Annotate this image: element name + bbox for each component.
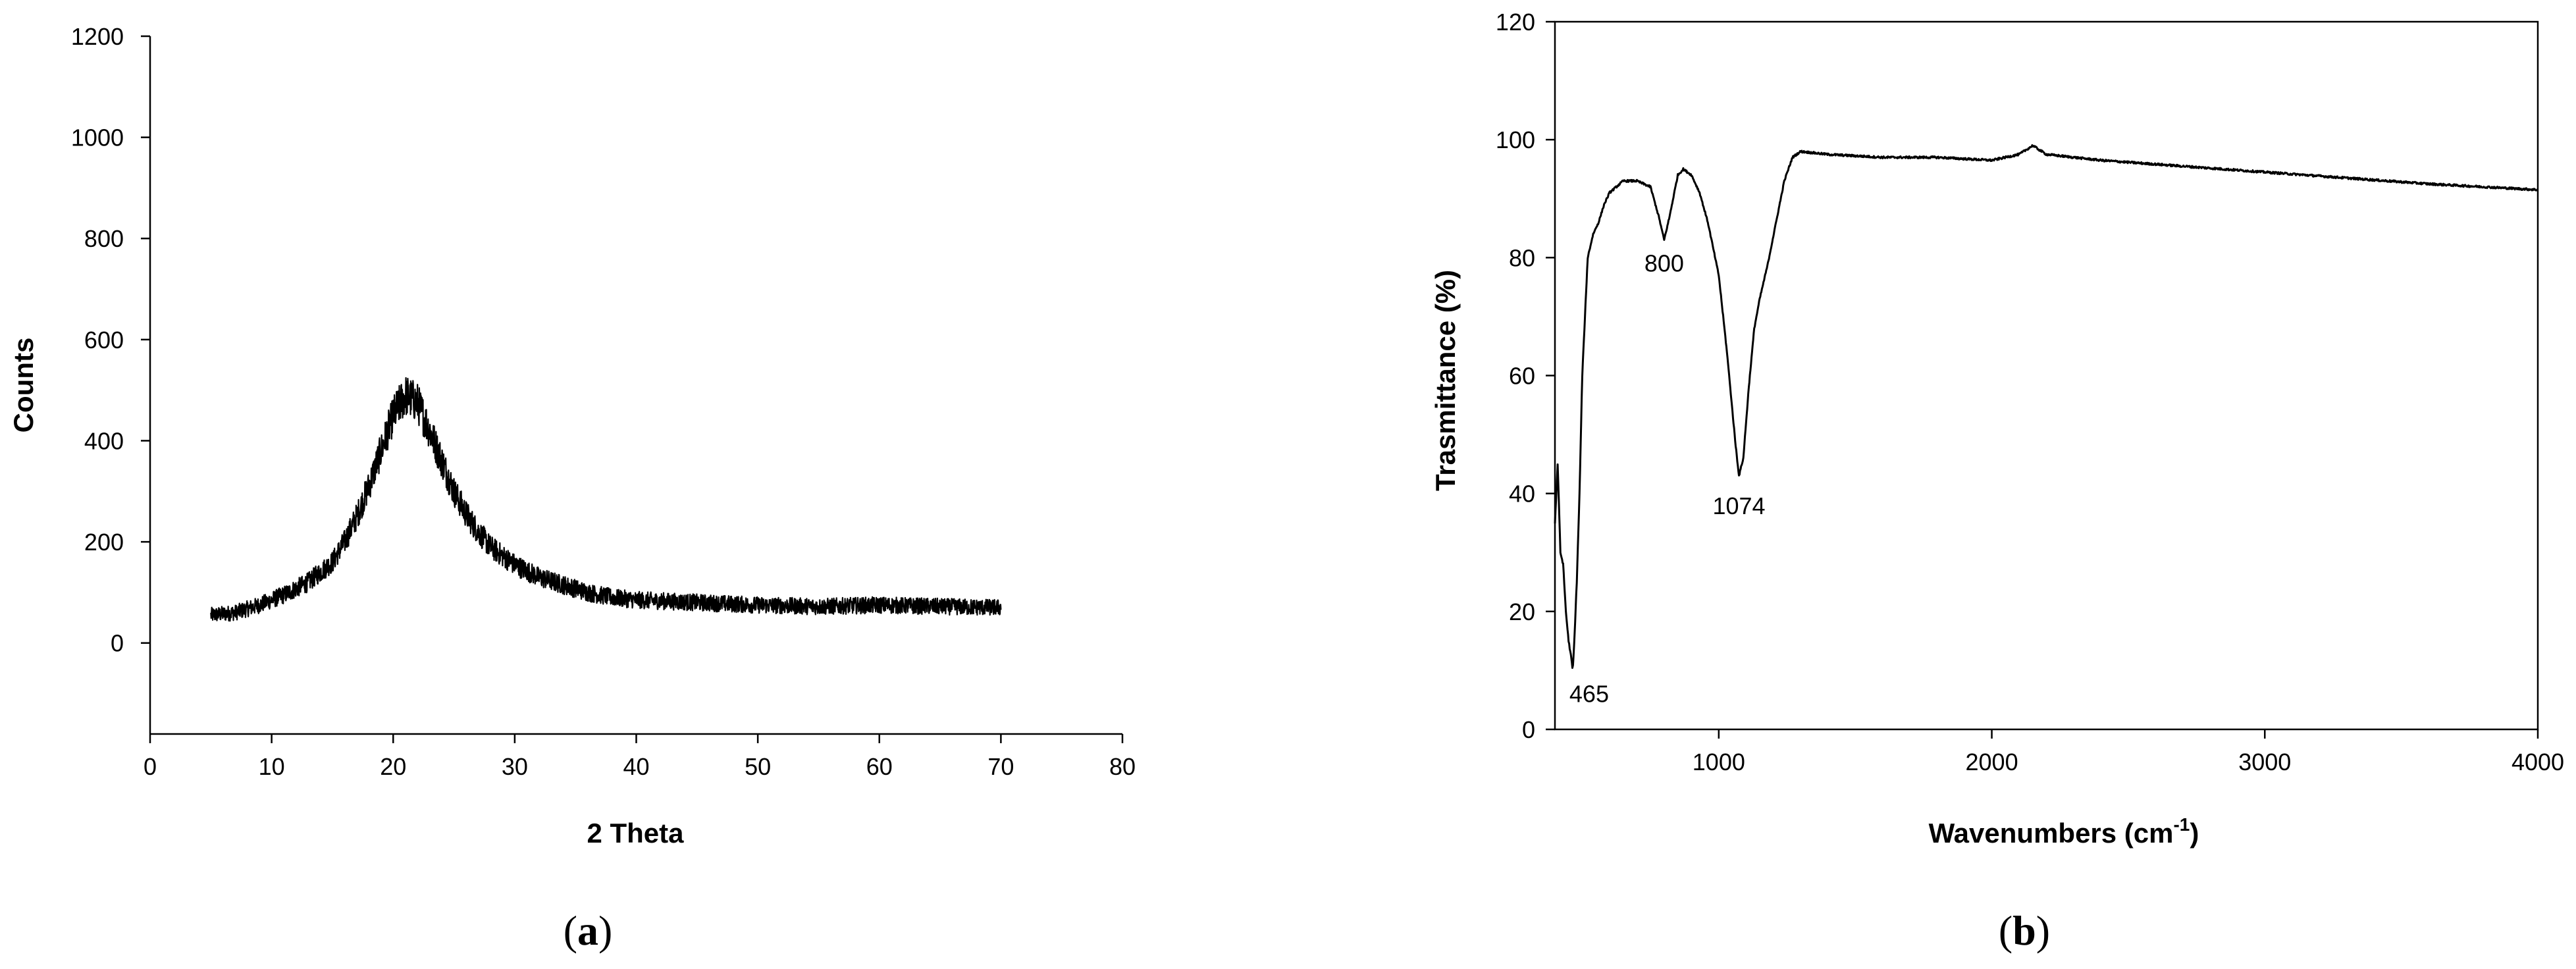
ftir-x-ticks: 1000 2000 3000 4000	[1693, 729, 2564, 775]
ftir-peak-label: 800	[1644, 249, 1684, 276]
xrd-x-tick-label: 80	[1109, 753, 1136, 780]
xrd-y-tick-label: 800	[84, 225, 124, 252]
xrd-y-tick-label: 1200	[71, 23, 124, 50]
ftir-x-tick-label: 2000	[1966, 748, 2018, 775]
ftir-y-tick-label: 80	[1509, 244, 1535, 271]
xrd-x-tick-label: 40	[623, 753, 649, 780]
xrd-y-axis-label: Counts	[8, 338, 39, 433]
ftir-series	[1554, 144, 2538, 669]
ftir-y-tick-label: 100	[1496, 126, 1535, 153]
ftir-x-tick-label: 4000	[2511, 748, 2564, 775]
xrd-y-tick-label: 1000	[71, 124, 124, 151]
ftir-peak-annotations: 465 800 1074	[1569, 249, 1766, 707]
panel-label-b: (b)	[1999, 907, 2050, 954]
panel-label-a: (a)	[564, 907, 613, 954]
ftir-y-tick-label: 60	[1509, 363, 1535, 390]
ftir-y-tick-label: 120	[1496, 9, 1535, 36]
xrd-x-tick-label: 0	[144, 753, 157, 780]
ftir-plot-frame	[1554, 20, 2539, 731]
xrd-series	[210, 377, 1002, 622]
ftir-y-tick-label: 40	[1509, 481, 1535, 508]
xrd-x-tick-label: 50	[745, 753, 771, 780]
ftir-x-axis-label: Wavenumbers (cm-1)	[1929, 814, 2199, 849]
ftir-x-tick-label: 3000	[2238, 748, 2291, 775]
xrd-y-tick-label: 600	[84, 327, 124, 354]
xrd-x-tick-label: 20	[380, 753, 406, 780]
xrd-series-line	[210, 377, 1002, 622]
xrd-x-tick-label: 30	[502, 753, 528, 780]
ftir-peak-label: 1074	[1712, 492, 1765, 519]
xrd-x-axis-label: 2 Theta	[587, 818, 684, 849]
xrd-x-tick-label: 10	[259, 753, 285, 780]
xrd-y-tick-label: 400	[84, 427, 124, 454]
ftir-x-tick-label: 1000	[1693, 748, 1745, 775]
ftir-peak-label: 465	[1569, 680, 1609, 707]
ftir-axes	[1554, 20, 2539, 731]
xrd-x-tick-label: 60	[866, 753, 893, 780]
ftir-y-ticks: 0 20 40 60 80 100 120	[1496, 9, 1555, 743]
xrd-axes	[149, 36, 1122, 735]
ftir-chart-panel: 0 20 40 60 80 100 120 1000 2000 3000 4000 465 800 1…	[1430, 9, 2564, 954]
xrd-x-ticks: 0 10 20 30 40 50 60 70 80	[144, 734, 1136, 780]
ftir-y-axis-label: Trasmittance (%)	[1430, 270, 1461, 491]
xrd-y-ticks: 0 200 400 600 800 1000 1200	[71, 23, 150, 657]
ftir-y-tick-label: 20	[1509, 598, 1535, 625]
xrd-y-tick-label: 0	[111, 630, 124, 657]
xrd-y-tick-label: 200	[84, 529, 124, 556]
ftir-series-line	[1554, 144, 2538, 669]
xrd-x-tick-label: 70	[987, 753, 1014, 780]
ftir-y-tick-label: 0	[1522, 716, 1535, 743]
